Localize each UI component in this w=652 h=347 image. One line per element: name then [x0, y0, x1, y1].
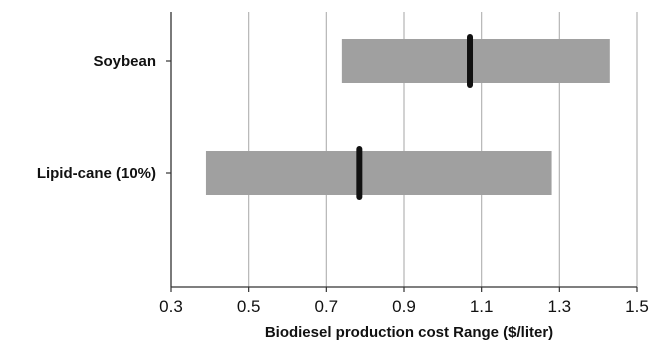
x-tick-label: 1.3	[548, 297, 572, 316]
x-tick-label: 0.3	[159, 297, 183, 316]
range-bar	[205, 151, 552, 195]
x-tick-label: 0.7	[315, 297, 339, 316]
labels: 0.3 0.5 0.7 0.9 1.1 1.3 1.5 Soybean Lipid-cane (…	[37, 53, 649, 316]
x-tick-label: 1.5	[625, 297, 649, 316]
category-label: Lipid-cane (10%)	[37, 165, 156, 182]
axes	[166, 12, 638, 292]
x-tick-label: 1.1	[470, 297, 494, 316]
range-bars	[205, 34, 610, 200]
x-axis-title: Biodiesel production cost Range ($/liter…	[265, 324, 553, 341]
x-tick-label: 0.5	[237, 297, 261, 316]
category-label: Soybean	[93, 53, 156, 70]
range-bar	[341, 39, 610, 83]
x-tick-label: 0.9	[392, 297, 416, 316]
